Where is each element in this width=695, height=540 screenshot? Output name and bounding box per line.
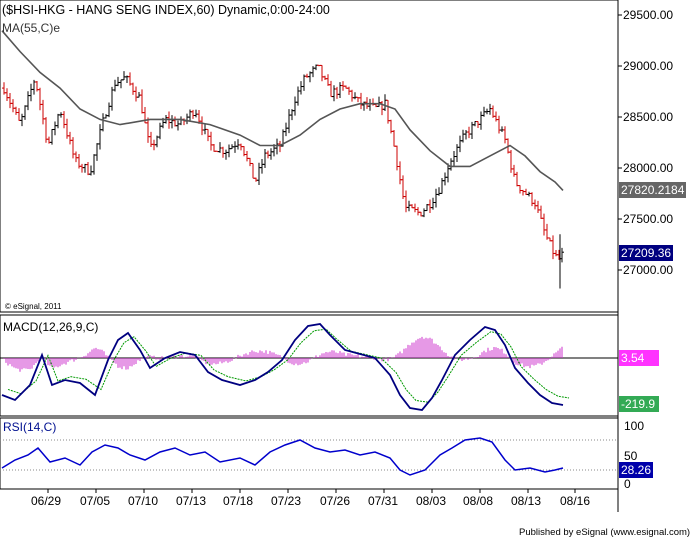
chart-title: ($HSI-HKG - HANG SENG INDEX,60) Dynamic,… (2, 3, 330, 17)
ma-line (1, 30, 564, 191)
date-label: 07/13 (176, 494, 207, 508)
date-label: 07/23 (271, 494, 302, 508)
price-tick-label: 29000.00 (623, 59, 674, 73)
price-bars (2, 64, 564, 289)
last-price-tag: 27209.36 (619, 245, 674, 261)
date-label: 07/18 (223, 494, 254, 508)
price-panel (0, 0, 619, 313)
date-label: 07/26 (320, 494, 351, 508)
macd-line (1, 323, 564, 411)
date-label: 08/13 (511, 494, 542, 508)
date-label: 08/08 (463, 494, 494, 508)
macd-label: MACD(12,26,9,C) (3, 320, 99, 334)
date-label: 06/29 (31, 494, 62, 508)
price-tick-marks (618, 14, 622, 271)
rsi-tick-label: 100 (624, 419, 645, 433)
macd-panel (0, 314, 619, 417)
price-tick-label: 27500.00 (623, 212, 674, 226)
date-label: 07/10 (128, 494, 159, 508)
time-tick-marks (47, 489, 576, 493)
copyright-label: © eSignal, 2011 (5, 302, 62, 311)
rsi-line (1, 437, 564, 476)
rsi-tick-label: 50 (624, 449, 638, 463)
ma-label: MA(55,C)e (2, 21, 61, 35)
macd-signal-line (7, 328, 570, 403)
date-label: 07/05 (80, 494, 111, 508)
date-label: 07/31 (368, 494, 399, 508)
publisher-footer: Published by eSignal (www.esignal.com) (519, 527, 691, 538)
macd-histogram (3, 336, 563, 372)
price-tick-label: 28500.00 (623, 110, 674, 124)
price-tick-label: 29500.00 (623, 8, 674, 22)
rsi-label: RSI(14,C) (3, 420, 57, 434)
macd-value-tag: -219.9 (619, 396, 659, 412)
ma-value-tag: 27820.2184 (619, 182, 687, 198)
rsi-panel (0, 417, 619, 490)
date-label: 08/16 (560, 494, 591, 508)
macd-signal-tag: 3.54 (619, 350, 659, 366)
rsi-tick-label: 0 (624, 477, 631, 491)
rsi-value-tag: 28.26 (619, 462, 654, 478)
price-tick-label: 28000.00 (623, 161, 674, 175)
date-label: 08/03 (416, 494, 447, 508)
price-tick-label: 27000.00 (623, 263, 674, 277)
